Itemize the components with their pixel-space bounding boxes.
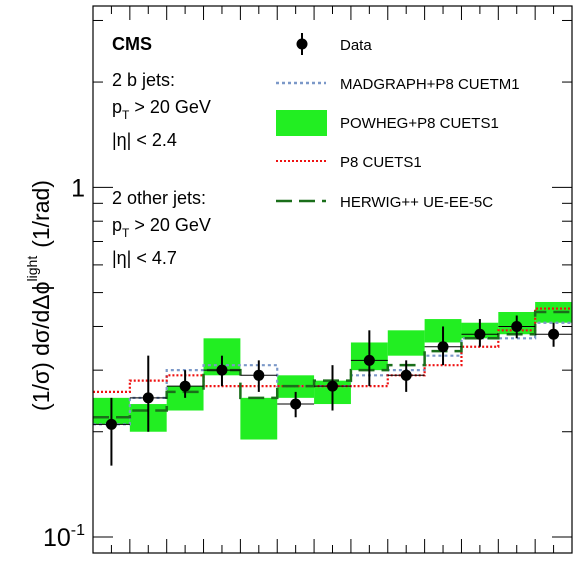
legend-entry-herwig: HERWIG++ UE-EE-5C [276,194,493,211]
legend-label-madgraph: MADGRAPH+P8 CUETM1 [340,76,520,93]
bjets-pt-cut: pT > 20 GeV [112,97,211,122]
otherjets-pt-p: p [112,215,122,235]
powheg-band-bin-8 [387,330,425,356]
y-axis-label-unit: (1/rad) [28,180,54,248]
axis-ticks-layer [93,6,572,554]
data-point-7 [363,354,375,366]
data-point-8 [400,369,412,381]
otherjets-pt-sub: T [122,226,130,240]
y-tick-labels: 1 10-1 [43,174,85,552]
otherjets-pt-cut: pT > 20 GeV [112,215,211,240]
y-axis-label: (1/σ) dσ/dΔϕlight (1/rad) [24,180,54,411]
legend-entry-powheg: POWHEG+P8 CUETS1 [276,110,499,136]
legend-label-powheg: POWHEG+P8 CUETS1 [340,115,499,132]
data-point-10 [474,328,486,340]
data-point-2 [179,380,191,392]
data-point-11 [511,320,523,332]
legend-entry-data: Data [296,33,372,55]
legend: Data MADGRAPH+P8 CUETM1 POWHEG+P8 CUETS1… [276,33,520,211]
legend-label-herwig: HERWIG++ UE-EE-5C [340,194,493,211]
data-point-9 [437,341,449,353]
otherjets-eta-cut: |η| < 4.7 [112,248,177,268]
data-point-0 [105,418,117,430]
otherjets-title: 2 other jets: [112,188,206,208]
y-tick-label-0: 1 [71,174,85,202]
y-tick-label-1: 10-1 [43,522,85,552]
legend-data-marker [296,38,308,50]
otherjets-pt-rest: > 20 GeV [129,215,211,235]
bjets-eta-cut: |η| < 2.4 [112,130,177,150]
bjets-pt-sub: T [122,108,130,122]
y-tick-label-exp-1: -1 [71,522,85,539]
y-tick-label-base-0: 1 [71,174,85,202]
y-tick-label-base-1: 10 [43,524,71,552]
y-axis-label-superscript: light [24,256,40,282]
powheg-band-bin-4 [240,397,278,440]
y-axis-label-main: (1/σ) dσ/dΔϕ [28,281,54,411]
legend-label-p8: P8 CUETS1 [340,154,422,171]
data-points-layer [93,315,572,466]
legend-powheg-swatch [276,110,327,136]
experiment-label: CMS [112,34,152,54]
data-point-1 [142,392,154,404]
legend-entry-p8: P8 CUETS1 [276,154,422,171]
bjets-title: 2 b jets: [112,70,175,90]
data-point-3 [216,364,228,376]
data-point-6 [327,380,338,392]
bjets-pt-p: p [112,97,122,117]
data-point-4 [253,369,265,381]
bjets-pt-rest: > 20 GeV [129,97,211,117]
data-point-12 [548,328,560,340]
legend-entry-madgraph: MADGRAPH+P8 CUETM1 [276,76,520,93]
legend-label-data: Data [340,37,372,54]
y-axis-title: (1/σ) dσ/dΔϕlight (1/rad) [24,180,54,411]
data-point-5 [290,398,302,410]
